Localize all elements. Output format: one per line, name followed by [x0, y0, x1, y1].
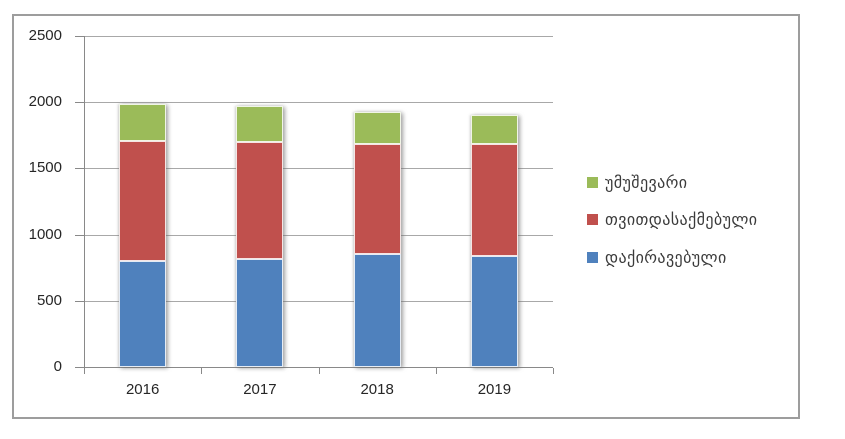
legend-item-self-employed: თვითდასაქმებული: [587, 210, 757, 230]
bar-2016-segment-self-employed: [119, 140, 167, 262]
legend-item-unemployed: უმუშევარი: [587, 172, 687, 192]
legend-label-unemployed: უმუშევარი: [605, 172, 688, 192]
bar-2017: [236, 36, 284, 367]
y-axis-tick-1000: [75, 234, 84, 236]
x-axis-tick-4: [553, 368, 554, 374]
legend-swatch-self-employed-icon: [587, 214, 598, 225]
y-axis-label-2500: 2500: [28, 27, 62, 44]
bar-2018: [353, 36, 401, 367]
bar-2017-segment-hired: [236, 259, 284, 367]
x-axis-label-2016: 2016: [125, 381, 160, 398]
bar-2016: [119, 36, 167, 367]
y-axis-tick-2500: [75, 36, 84, 37]
legend-label-self-employed: თვითდასაქმებული: [605, 210, 758, 229]
y-axis-label-500: 500: [36, 291, 62, 309]
legend-swatch-hired-icon: [587, 251, 598, 263]
y-axis-label-0: 0: [53, 358, 62, 375]
chart-frame: 0 500 1000 1500 2000 2500 2016 2017 2018 2019 უმუ…: [12, 14, 800, 419]
bar-2019-segment-hired: [470, 255, 518, 367]
x-axis-label-2017: 2017: [243, 381, 277, 398]
y-axis-tick-2000: [75, 102, 84, 104]
bar-2018-segment-self-employed: [353, 143, 401, 254]
x-axis-tick-0: [84, 368, 85, 374]
bar-2017-segment-unemployed: [236, 105, 284, 142]
x-axis-label-2019: 2019: [477, 381, 512, 398]
gridline-2000: [84, 102, 553, 104]
bar-2016-segment-unemployed: [119, 104, 167, 141]
bar-2018-segment-hired: [353, 253, 401, 367]
legend-item-hired: დაქირავებული: [587, 247, 727, 267]
y-axis-tick-0: [75, 367, 84, 368]
x-axis-tick-1: [201, 368, 203, 374]
gridline-1500: [84, 168, 553, 170]
y-axis-line: [84, 36, 85, 367]
y-axis-tick-1500: [75, 168, 84, 170]
gridline-1000: [84, 234, 553, 236]
bar-2018-segment-unemployed: [353, 112, 401, 144]
y-axis-label-2000: 2000: [28, 93, 62, 111]
gridline-2500: [84, 36, 553, 37]
x-axis-line: [84, 367, 553, 368]
x-axis-label-2018: 2018: [360, 381, 394, 398]
bar-2017-segment-self-employed: [236, 141, 284, 260]
gridline-500: [84, 300, 553, 302]
x-axis-tick-2: [318, 368, 320, 374]
legend-swatch-unemployed-icon: [587, 176, 598, 188]
legend-label-hired: დაქირავებული: [605, 247, 727, 267]
y-axis-tick-500: [75, 300, 84, 302]
y-axis-label-1500: 1500: [28, 159, 62, 177]
bar-2019-segment-unemployed: [470, 114, 518, 144]
bar-2019-segment-self-employed: [470, 143, 518, 256]
bar-2019: [470, 36, 518, 367]
bar-2016-segment-hired: [119, 261, 167, 367]
x-axis-tick-3: [435, 368, 437, 374]
y-axis-label-1000: 1000: [28, 225, 62, 243]
